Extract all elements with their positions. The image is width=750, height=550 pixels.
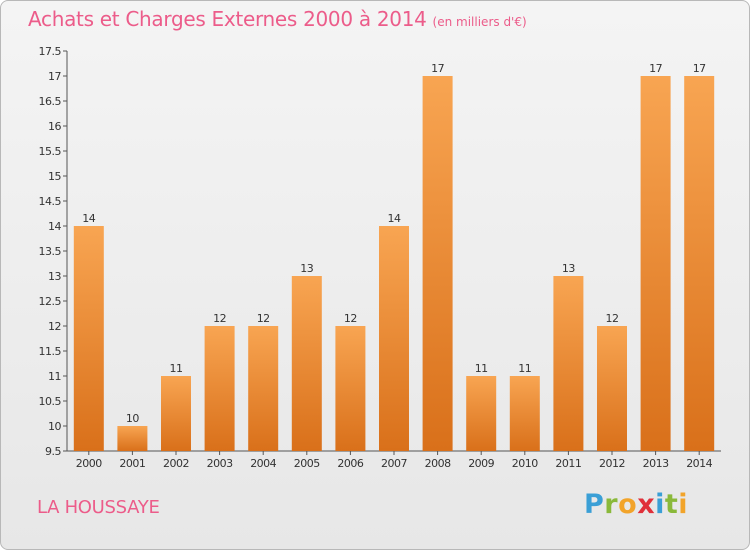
bar bbox=[379, 226, 409, 451]
bar bbox=[509, 376, 540, 451]
bar-value-label: 12 bbox=[257, 312, 270, 325]
y-tick-label: 12 bbox=[48, 320, 61, 333]
logo-letter: x bbox=[637, 489, 656, 520]
logo-letter: t bbox=[664, 489, 679, 520]
x-tick-label: 2010 bbox=[512, 457, 538, 470]
y-tick-label: 11 bbox=[48, 370, 61, 383]
bar bbox=[291, 276, 322, 451]
logo-letter: o bbox=[618, 489, 638, 520]
bar-value-label: 11 bbox=[518, 362, 531, 375]
chart-title-text: Achats et Charges Externes 2000 à 2014 bbox=[28, 7, 427, 31]
bar bbox=[684, 76, 715, 451]
bar-value-label: 10 bbox=[126, 412, 139, 425]
y-tick-label: 15.5 bbox=[39, 145, 62, 158]
bar bbox=[422, 76, 453, 451]
chart-subtitle: (en milliers d'€) bbox=[432, 15, 527, 29]
x-tick-label: 2006 bbox=[337, 457, 363, 470]
y-tick-label: 12.5 bbox=[39, 295, 62, 308]
bar-value-label: 14 bbox=[82, 212, 95, 225]
bar bbox=[553, 276, 584, 451]
bar-value-label: 13 bbox=[300, 262, 313, 275]
logo-letter: P bbox=[584, 489, 605, 520]
x-tick-label: 2002 bbox=[163, 457, 189, 470]
proxiti-logo: Proxiti bbox=[584, 489, 688, 520]
logo-letter: r bbox=[604, 489, 619, 520]
y-tick-label: 9.5 bbox=[45, 445, 61, 458]
bar-value-label: 12 bbox=[606, 312, 619, 325]
y-tick-label: 14 bbox=[48, 220, 61, 233]
x-tick-label: 2008 bbox=[425, 457, 451, 470]
x-tick-label: 2003 bbox=[207, 457, 233, 470]
x-tick-label: 2000 bbox=[76, 457, 102, 470]
logo-letter: i bbox=[678, 489, 689, 520]
x-tick-label: 2007 bbox=[381, 457, 407, 470]
logo-letter: i bbox=[655, 489, 665, 520]
x-tick-label: 2001 bbox=[119, 457, 145, 470]
bar-value-label: 17 bbox=[649, 62, 662, 75]
chart-title: Achats et Charges Externes 2000 à 2014 (e… bbox=[28, 7, 527, 31]
bar-value-label: 11 bbox=[170, 362, 183, 375]
bar-value-label: 12 bbox=[344, 312, 357, 325]
bar-value-label: 12 bbox=[213, 312, 226, 325]
y-tick-label: 17.5 bbox=[39, 45, 62, 58]
y-tick-label: 13.5 bbox=[39, 245, 62, 258]
y-tick-label: 14.5 bbox=[39, 195, 62, 208]
x-tick-label: 2005 bbox=[294, 457, 320, 470]
bar bbox=[597, 326, 627, 451]
y-tick-label: 16.5 bbox=[39, 95, 62, 108]
x-tick-label: 2012 bbox=[599, 457, 625, 470]
x-tick-label: 2009 bbox=[468, 457, 494, 470]
bar-value-label: 11 bbox=[475, 362, 488, 375]
x-tick-label: 2004 bbox=[250, 457, 276, 470]
bar bbox=[466, 376, 497, 451]
y-tick-label: 11.5 bbox=[39, 345, 62, 358]
y-tick-label: 10.5 bbox=[39, 395, 62, 408]
y-tick-label: 13 bbox=[48, 270, 61, 283]
bar bbox=[204, 326, 235, 451]
bar-value-label: 14 bbox=[388, 212, 401, 225]
y-tick-label: 10 bbox=[48, 420, 61, 433]
bar-value-label: 17 bbox=[693, 62, 706, 75]
location-label: LA HOUSSAYE bbox=[37, 497, 160, 518]
bar bbox=[73, 226, 104, 451]
bar-value-label: 17 bbox=[431, 62, 444, 75]
x-tick-label: 2014 bbox=[686, 457, 712, 470]
bar bbox=[248, 326, 279, 451]
bar bbox=[640, 76, 671, 451]
bar-value-label: 13 bbox=[562, 262, 575, 275]
x-tick-label: 2011 bbox=[555, 457, 581, 470]
bar bbox=[161, 376, 191, 451]
y-tick-label: 17 bbox=[48, 70, 61, 83]
y-tick-label: 15 bbox=[48, 170, 61, 183]
bar bbox=[335, 326, 366, 451]
x-tick-label: 2013 bbox=[643, 457, 669, 470]
bar bbox=[117, 426, 148, 451]
y-tick-label: 16 bbox=[48, 120, 61, 133]
